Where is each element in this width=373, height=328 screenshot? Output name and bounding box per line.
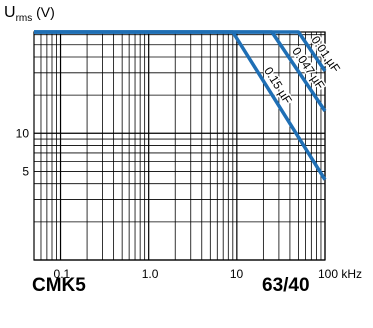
y-tick-label: 10 [16,126,30,140]
plot-frame [33,31,326,261]
y-axis-label-sub: rms [15,12,33,24]
series-type-label: CMK5 [32,275,86,296]
series-line [34,30,327,181]
y-tick-label: 5 [22,164,29,178]
x-tick-label: 1.0 [142,267,159,281]
x-tick-label: 100 kHz [318,267,362,281]
y-axis-label-main: U [4,4,16,21]
x-tick-label: 10 [230,267,244,281]
x-tick-label: 0.1 [54,267,71,281]
y-axis-label: Urms (V) [4,4,55,24]
series-line [34,30,327,72]
voltage-rating-label: 63/40 [262,275,310,296]
y-axis-label-unit: (V) [36,4,55,20]
